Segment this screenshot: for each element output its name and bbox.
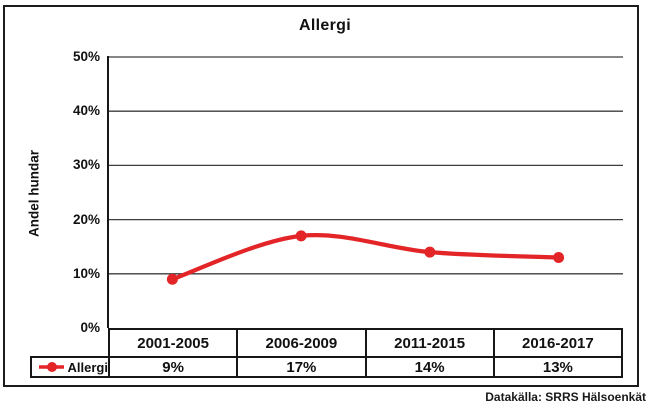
data-source-note: Datakälla: SRRS Hälsoenkät bbox=[485, 390, 646, 404]
y-axis-tick-label: 50% bbox=[72, 49, 100, 64]
series-value-cell: 13% bbox=[542, 358, 573, 376]
y-axis-tick-label: 40% bbox=[72, 103, 100, 119]
y-axis-tick-label: 20% bbox=[72, 211, 100, 227]
x-category-cell: 2011-2015 bbox=[367, 330, 495, 356]
x-category-cell: 2006-2009 bbox=[238, 330, 367, 356]
x-category-cell: 2001-2005 bbox=[110, 330, 239, 356]
category-row: 2001-2005 2006-2009 2011-2015 2016-2017 bbox=[108, 328, 623, 356]
data-table: 2001-2005 2006-2009 2011-2015 2016-2017 9% 1… bbox=[108, 328, 623, 378]
legend-marker-icon bbox=[39, 362, 64, 372]
y-axis-tick-label: 0% bbox=[80, 320, 100, 335]
x-category-cell: 2016-2017 bbox=[522, 334, 594, 352]
chart-title: Allergi bbox=[299, 17, 351, 34]
series-value-cell: 9% bbox=[110, 358, 239, 376]
legend-label: Allergi bbox=[67, 359, 108, 375]
y-axis-tick-label: 10% bbox=[72, 265, 100, 281]
series-value-cell: 17% bbox=[238, 358, 367, 376]
legend: Allergi bbox=[30, 356, 108, 378]
series-value-cell: 14% bbox=[367, 358, 495, 376]
value-row: 9% 17% 14% 13% bbox=[108, 356, 623, 378]
y-axis-tick-label: 30% bbox=[72, 157, 100, 173]
